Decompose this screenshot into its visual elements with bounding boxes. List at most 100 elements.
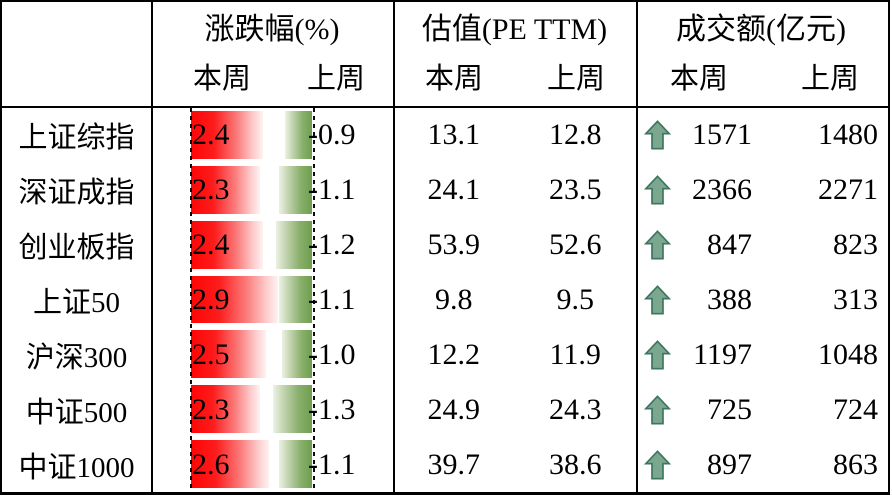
change-cell: 2.4 -0.9 — [151, 108, 393, 163]
up-arrow-icon — [644, 285, 674, 315]
change-this-week-value: 2.3 — [192, 173, 230, 207]
pe-last-week-value: 24.3 — [549, 392, 602, 426]
turnover-last-week-value: 1048 — [818, 337, 878, 371]
change-this-week-value: 2.9 — [192, 283, 230, 316]
index-name: 中证500 — [25, 396, 128, 429]
subheader-change-this-week: 本周 — [192, 63, 251, 95]
up-arrow-icon — [644, 230, 674, 260]
change-last-week-value: -1.1 — [308, 447, 356, 481]
change-last-week-bar — [279, 165, 312, 214]
index-name: 沪深300 — [25, 341, 128, 374]
table-body: 上证综指 2.4 -0.9 13.1 12.8 1571 1480 深证成指 2… — [2, 108, 888, 492]
index-name: 上证50 — [32, 287, 120, 319]
change-this-week-value: 2.5 — [192, 337, 230, 371]
pe-last-week-value: 12.8 — [549, 118, 602, 152]
change-last-week-bar — [282, 330, 312, 379]
pe-cell: 24.1 23.5 — [393, 163, 636, 218]
pe-last-week-value: 9.5 — [556, 283, 595, 316]
table-row: 深证成指 2.3 -1.1 24.1 23.5 2366 2271 — [2, 163, 888, 218]
subheader-pe-this-week: 本周 — [424, 63, 483, 95]
change-last-week-bar — [279, 440, 312, 489]
turnover-cell: 847 823 — [636, 218, 888, 273]
subheader-turnover-last-week: 上周 — [800, 63, 859, 95]
pe-cell: 13.1 12.8 — [393, 108, 636, 163]
turnover-cell: 1571 1480 — [636, 108, 888, 163]
group-title-turnover: 成交额(亿元) — [676, 13, 846, 46]
change-this-week-bar — [191, 165, 260, 214]
pe-cell: 39.7 38.6 — [393, 437, 636, 492]
pe-this-week-value: 24.1 — [427, 173, 481, 207]
table-row: 中证1000 2.6 -1.1 39.7 38.6 897 863 — [2, 437, 888, 492]
subheader-pe-last-week: 上周 — [546, 63, 605, 95]
change-last-week-value: -1.1 — [308, 173, 356, 207]
up-arrow-icon — [644, 120, 674, 150]
pe-this-week-value: 53.9 — [427, 228, 481, 262]
turnover-this-week-value: 1197 — [693, 337, 752, 371]
change-last-week-value: -1.3 — [308, 392, 356, 426]
change-cell: 2.3 -1.1 — [151, 163, 393, 218]
change-last-week-bar — [273, 385, 312, 434]
index-name: 深证成指 — [18, 177, 135, 210]
column-divider — [636, 2, 638, 492]
turnover-cell: 2366 2271 — [636, 163, 888, 218]
table-row: 上证综指 2.4 -0.9 13.1 12.8 1571 1480 — [2, 108, 888, 163]
column-divider — [151, 2, 153, 492]
turnover-last-week-value: 863 — [833, 447, 878, 481]
group-title-change: 涨跌幅(%) — [204, 13, 340, 46]
positive-bar-axis — [190, 108, 192, 492]
change-this-week-value: 2.3 — [192, 392, 230, 426]
pe-this-week-value: 12.2 — [427, 337, 481, 371]
up-arrow-icon — [644, 339, 674, 370]
up-arrow-icon — [644, 394, 674, 425]
pe-cell: 12.2 11.9 — [393, 327, 636, 382]
column-divider — [393, 2, 395, 492]
table-row: 中证500 2.3 -1.3 24.9 24.3 725 724 — [2, 382, 888, 437]
pe-last-week-value: 52.6 — [549, 228, 602, 262]
pe-last-week-value: 11.9 — [549, 337, 601, 371]
change-last-week-bar — [279, 275, 312, 324]
turnover-last-week-value: 1480 — [818, 118, 878, 152]
pe-cell: 9.8 9.5 — [393, 273, 636, 328]
turnover-last-week-value: 724 — [833, 392, 878, 426]
change-this-week-bar — [191, 440, 269, 489]
turnover-last-week-value: 2271 — [818, 173, 878, 207]
change-this-week-value: 2.6 — [192, 447, 230, 481]
pe-this-week-value: 24.9 — [427, 392, 481, 426]
change-cell: 2.3 -1.3 — [151, 382, 393, 437]
change-this-week-bar — [191, 330, 266, 379]
turnover-last-week-value: 313 — [833, 283, 878, 316]
pe-cell: 53.9 52.6 — [393, 218, 636, 273]
change-last-week-value: -1.1 — [308, 283, 356, 316]
pe-this-week-value: 39.7 — [427, 447, 481, 481]
group-title-valuation: 估值(PE TTM) — [421, 13, 608, 46]
change-cell: 2.9 -1.1 — [151, 273, 393, 328]
turnover-this-week-value: 897 — [707, 447, 752, 481]
change-this-week-bar — [191, 111, 263, 159]
turnover-this-week-value: 725 — [707, 392, 752, 426]
table-row: 上证50 2.9 -1.1 9.8 9.5 388 313 — [2, 273, 888, 328]
pe-this-week-value: 13.1 — [427, 118, 481, 152]
up-arrow-icon — [644, 449, 674, 480]
turnover-this-week-value: 2366 — [692, 173, 752, 207]
subheader-turnover-this-week: 本周 — [669, 63, 728, 95]
header-separator — [2, 106, 888, 108]
pe-this-week-value: 9.8 — [435, 283, 473, 316]
table-row: 沪深300 2.5 -1.0 12.2 11.9 1197 1048 — [2, 327, 888, 382]
turnover-this-week-value: 847 — [707, 228, 752, 262]
index-name: 上证综指 — [18, 122, 135, 155]
turnover-cell: 725 724 — [636, 382, 888, 437]
index-name: 中证1000 — [18, 451, 135, 484]
subheader-change-last-week: 上周 — [306, 63, 365, 95]
change-last-week-value: -1.2 — [308, 228, 356, 262]
pe-last-week-value: 23.5 — [549, 173, 602, 207]
turnover-this-week-value: 1571 — [692, 118, 752, 152]
change-cell: 2.4 -1.2 — [151, 218, 393, 273]
pe-last-week-value: 38.6 — [549, 447, 602, 481]
pe-cell: 24.9 24.3 — [393, 382, 636, 437]
turnover-cell: 897 863 — [636, 437, 888, 492]
table-row: 创业板指 2.4 -1.2 53.9 52.6 847 823 — [2, 218, 888, 273]
change-last-week-bar — [285, 111, 312, 159]
change-cell: 2.6 -1.1 — [151, 437, 393, 492]
